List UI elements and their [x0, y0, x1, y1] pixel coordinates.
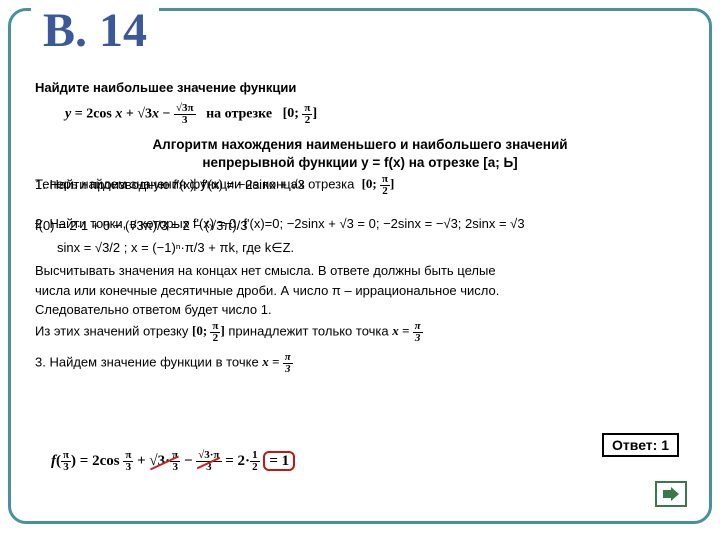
next-arrow-button[interactable] [655, 481, 687, 507]
arrow-right-icon [663, 487, 679, 501]
explain-4: Из этих значений отрезку [0; π2] принадл… [35, 321, 685, 344]
slide-title: B. 14 [31, 7, 159, 55]
step2-block: 2. Найти точки, в которых f'(x) = 0. f'(… [35, 215, 685, 233]
algorithm-heading-2: непрерывной функции y = f(x) на отрезке … [35, 154, 685, 172]
slide-card: B. 14 Найдите наибольшее значение функци… [8, 8, 712, 524]
step1-block: Теперь найдем значения функции на концах… [35, 174, 685, 197]
f0-value: f(0) = 2·1 + 0 − (√3π)/3 = 2 − (√3π)/3 [35, 217, 248, 235]
step1-overlay-b: 1. Найти производную f'(x). f'(x) = −2si… [35, 176, 305, 194]
answer-box: Ответ: 1 [602, 433, 679, 457]
algorithm-heading-1: Алгоритм нахождения наименьшего и наибол… [35, 136, 685, 154]
final-computation: f(π3) = 2cos π3 + √3·π3 − √3·π3 = 2·12 =… [51, 450, 295, 473]
result-circled: = 1 [263, 451, 295, 471]
main-function-formula: y = 2cos x + √3x − √3π3 на отрезке [0; π… [65, 103, 685, 126]
sin-solution: sinx = √3/2 ; x = (−1)ⁿ·π/3 + πk, где k∈… [57, 239, 685, 257]
step3-line: 3. Найдем значение функции в точке x = π… [35, 352, 685, 375]
explain-1: Высчитывать значения на концах нет смысл… [35, 262, 685, 280]
content-area: Найдите наибольшее значение функции y = … [11, 11, 709, 387]
explain-2: числа или конечные десятичные дроби. А ч… [35, 282, 685, 300]
task-prompt: Найдите наибольшее значение функции [35, 79, 685, 97]
interval-text: [0; π2] [362, 176, 395, 191]
explain-3: Следовательно ответом будет число 1. [35, 301, 685, 319]
